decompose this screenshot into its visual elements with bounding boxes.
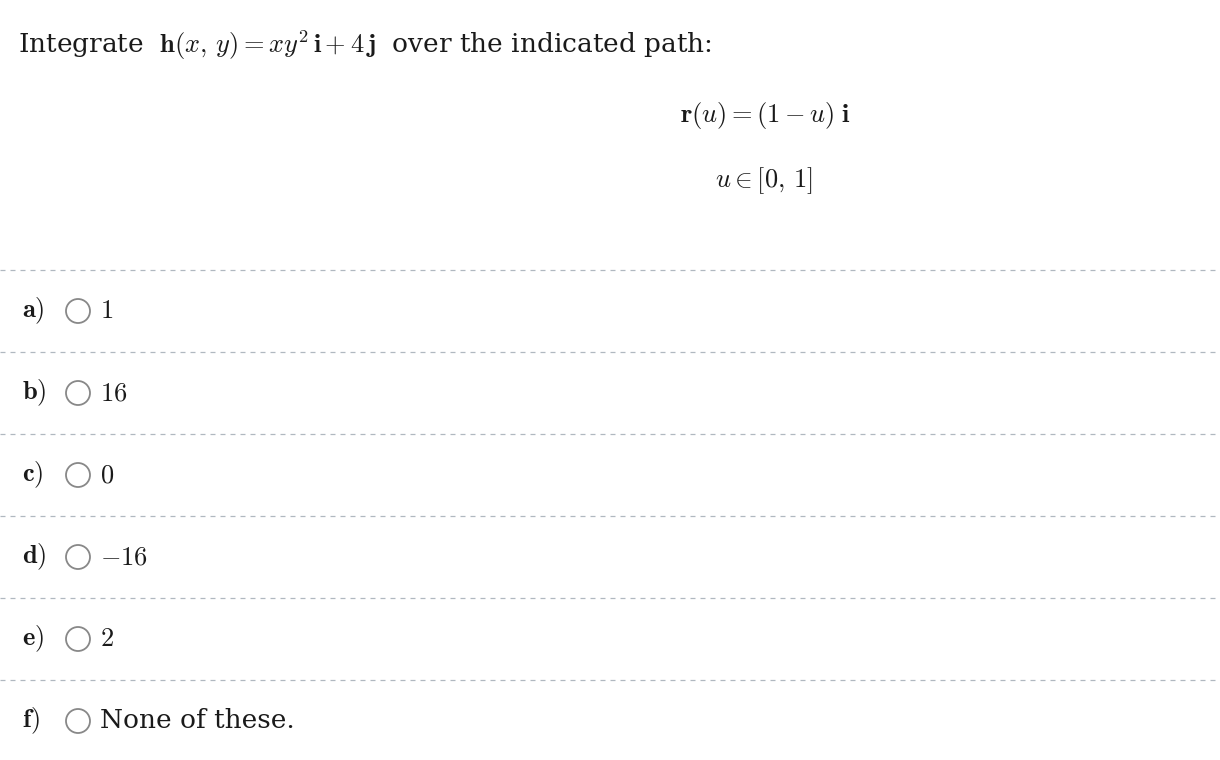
- Text: $2$: $2$: [100, 626, 113, 651]
- Text: $\mathbf{d})$: $\mathbf{d})$: [22, 542, 46, 572]
- Text: $\mathbf{r}(\mathit{u}) = (1 - \mathit{u})\; \mathbf{i}$: $\mathbf{r}(\mathit{u}) = (1 - \mathit{u…: [680, 100, 850, 131]
- Text: $1$: $1$: [100, 299, 113, 324]
- Text: $\mathbf{a})$: $\mathbf{a})$: [22, 296, 44, 326]
- Text: $\mathbf{c})$: $\mathbf{c})$: [22, 460, 44, 490]
- Text: None of these.: None of these.: [100, 708, 295, 733]
- Text: Integrate  $\mathbf{h}(x,\, y) = xy^2\, \mathbf{i} + 4\,\mathbf{j}$  over the in: Integrate $\mathbf{h}(x,\, y) = xy^2\, \…: [18, 28, 712, 62]
- Text: $\mathbf{b})$: $\mathbf{b})$: [22, 378, 46, 408]
- Text: $-16$: $-16$: [100, 544, 148, 569]
- Text: $16$: $16$: [100, 381, 127, 406]
- Text: $0$: $0$: [100, 463, 115, 487]
- Text: $\mathbf{f})$: $\mathbf{f})$: [22, 706, 40, 736]
- Text: $\mathit{u} \in [0,\, 1]$: $\mathit{u} \in [0,\, 1]$: [715, 165, 813, 196]
- Text: $\mathbf{e})$: $\mathbf{e})$: [22, 624, 44, 654]
